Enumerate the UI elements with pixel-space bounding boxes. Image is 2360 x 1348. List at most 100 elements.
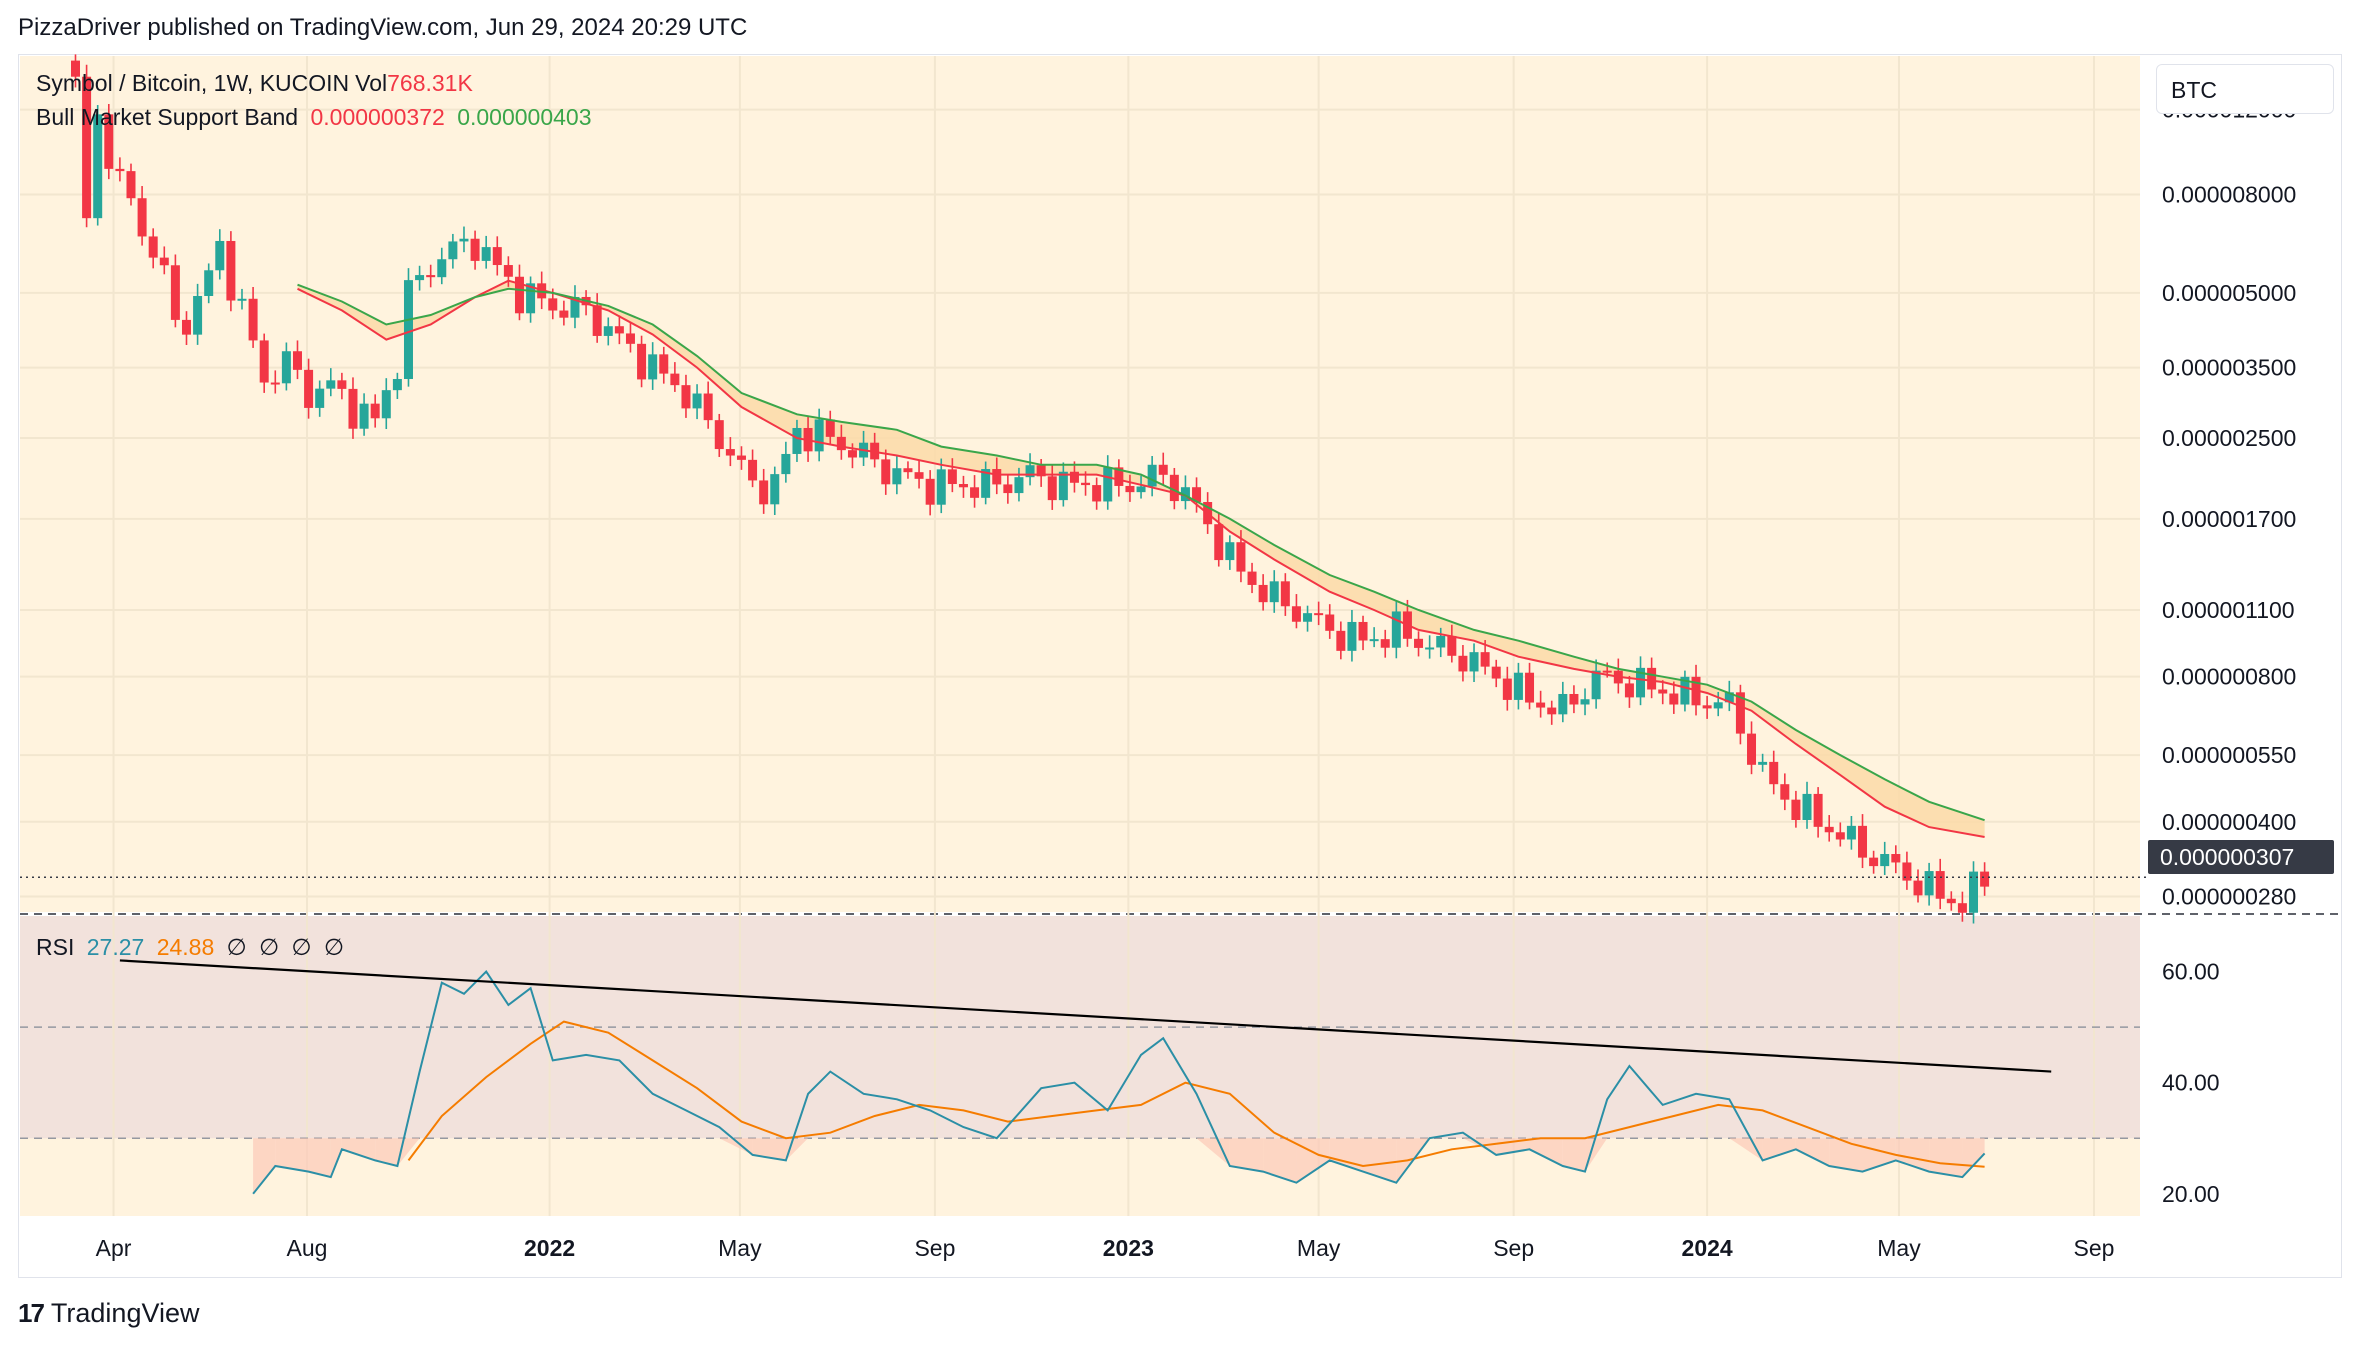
candle-body — [415, 275, 425, 281]
candle-body — [1136, 486, 1146, 493]
band-label: Bull Market Support Band — [36, 104, 299, 130]
candle-body — [1558, 693, 1568, 715]
x-tick-label: Sep — [2074, 1235, 2115, 1261]
candle-body — [370, 403, 380, 419]
candle-body — [548, 298, 558, 311]
candle-body — [104, 114, 114, 169]
candle-body — [1747, 733, 1757, 765]
candle-body — [503, 265, 513, 277]
rsi-oversold-fill — [1363, 1138, 1397, 1183]
candle-body — [1347, 621, 1357, 651]
price-tick-label: 0.000000400 — [2162, 809, 2296, 835]
candle-body — [1525, 672, 1535, 703]
candle-body — [1969, 871, 1979, 913]
candle-body — [1846, 825, 1856, 840]
candle-body — [1513, 672, 1523, 700]
price-tick-label: 0.000000550 — [2162, 742, 2296, 768]
rsi-oversold-fill — [1529, 1138, 1563, 1166]
candle-body — [1547, 707, 1557, 715]
candle-body — [315, 388, 325, 408]
candle-body — [1647, 667, 1657, 690]
rsi-oversold-fill — [375, 1138, 398, 1166]
candle-body — [1858, 825, 1868, 858]
x-tick-label: 2023 — [1103, 1235, 1154, 1261]
candle-body — [1192, 487, 1202, 503]
candle-body — [470, 238, 480, 261]
candle-body — [1125, 485, 1135, 493]
candle-body — [82, 76, 92, 219]
candle-body — [181, 319, 191, 335]
candle-body — [1236, 542, 1246, 572]
candle-body — [1036, 465, 1046, 477]
candle-body — [1458, 655, 1468, 672]
candle-body — [1957, 903, 1967, 913]
candle-body — [770, 474, 780, 505]
rsi-empty-value: ∅ — [291, 934, 312, 960]
candle-body — [1303, 613, 1313, 622]
candle-body — [1225, 542, 1235, 561]
candle-body — [925, 478, 935, 505]
rsi-ma-value: 24.88 — [156, 934, 215, 960]
candle-body — [1869, 857, 1879, 867]
candle-body — [270, 382, 280, 385]
candle-body — [759, 480, 769, 505]
candle-body — [659, 354, 669, 374]
last-price-tag: 0.000000307 — [2148, 840, 2334, 874]
candle-body — [1336, 630, 1346, 651]
candle-body — [1358, 621, 1368, 641]
candle-body — [1014, 477, 1024, 494]
candle-body — [592, 305, 602, 336]
rsi-empty-value: ∅ — [323, 934, 344, 960]
candle-body — [93, 114, 103, 219]
rsi-oversold-fill — [1585, 1138, 1608, 1172]
candle-body — [703, 393, 713, 421]
candle-body — [1880, 854, 1890, 867]
candle-body — [1802, 793, 1812, 820]
rsi-oversold-fill — [752, 1138, 786, 1161]
candle-body — [958, 484, 968, 488]
candle-body — [748, 459, 758, 481]
brand[interactable]: 17 TradingView — [18, 1298, 200, 1329]
candle-body — [670, 373, 680, 386]
candle-body — [237, 298, 247, 301]
candle-body — [903, 468, 913, 473]
candle-body — [1436, 635, 1446, 648]
candle-body — [1491, 666, 1501, 679]
candle-body — [1480, 652, 1490, 667]
candle-body — [847, 450, 857, 458]
rsi-oversold-fill — [1929, 1138, 1963, 1178]
candle-body — [1469, 652, 1479, 672]
rsi-oversold-fill — [275, 1138, 309, 1172]
currency-button[interactable]: BTC — [2156, 64, 2334, 114]
rsi-value: 27.27 — [86, 934, 145, 960]
candle-body — [1924, 871, 1934, 896]
x-tick-label: Apr — [96, 1235, 132, 1261]
candle-body — [1769, 761, 1779, 785]
candle-body — [1003, 484, 1013, 494]
rsi-oversold-fill — [1795, 1138, 1830, 1166]
candle-body — [426, 275, 436, 278]
rsi-oversold-fill — [1462, 1138, 1497, 1155]
candle-body — [1158, 464, 1168, 475]
candle-body — [603, 326, 613, 336]
candle-body — [625, 333, 635, 344]
candle-body — [1913, 880, 1923, 896]
publisher-line: PizzaDriver published on TradingView.com… — [18, 14, 748, 41]
candle-body — [226, 240, 236, 301]
candle-body — [459, 238, 469, 242]
rsi-line — [252, 970, 1986, 1195]
candle-body — [1636, 667, 1646, 698]
candle-body — [248, 298, 258, 341]
candle-body — [559, 310, 569, 318]
rsi-oversold-fill — [1562, 1138, 1586, 1172]
rsi-oversold-fill — [1296, 1138, 1330, 1183]
candle-body — [637, 343, 647, 380]
x-tick-label: Aug — [287, 1235, 328, 1261]
price-tick-label: 0.000001700 — [2162, 506, 2296, 532]
candle-body — [1258, 584, 1268, 603]
candle-body — [1891, 854, 1901, 863]
candle-body — [492, 247, 502, 266]
rsi-tick-label: 40.00 — [2162, 1070, 2220, 1096]
candle-body — [781, 453, 791, 475]
